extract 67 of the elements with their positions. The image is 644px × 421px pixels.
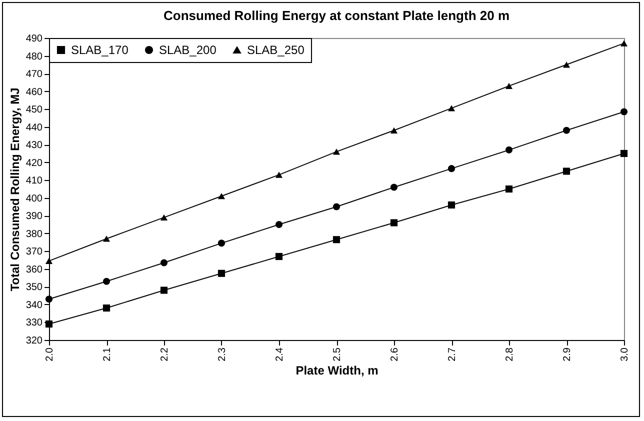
- y-tick-label: 400: [26, 193, 43, 204]
- point: [505, 185, 513, 193]
- point: [448, 201, 456, 209]
- point: [102, 278, 110, 285]
- y-tick-label: 440: [26, 122, 43, 134]
- y-tick-label: 390: [26, 211, 43, 222]
- x-tick-label: 2.4: [274, 347, 286, 362]
- point: [390, 127, 398, 134]
- point: [218, 270, 226, 277]
- point: [562, 62, 570, 68]
- point: [505, 82, 513, 90]
- point: [505, 146, 513, 154]
- point: [332, 203, 340, 210]
- x-tick-label: 2.7: [447, 347, 458, 362]
- point: [218, 240, 226, 247]
- x-tick-label: 2.9: [562, 347, 573, 362]
- point: [102, 236, 110, 242]
- point: [45, 258, 53, 264]
- point: [160, 286, 168, 294]
- x-tick-label: 2.2: [160, 347, 170, 362]
- y-tick-label: 490: [26, 34, 43, 44]
- y-tick-label: 370: [26, 246, 43, 258]
- point: [620, 108, 628, 116]
- y-tick-label: 450: [26, 104, 43, 116]
- x-tick-label: 2.1: [102, 347, 113, 362]
- x-tick-label: 2.0: [44, 347, 56, 362]
- y-tick-label: 360: [26, 264, 43, 276]
- y-tick-label: 380: [26, 228, 43, 240]
- x-axis-title: Plate Width, m: [296, 363, 378, 378]
- point: [160, 259, 168, 266]
- y-tick-label: 340: [26, 300, 43, 311]
- legend-label: SLAB_250: [247, 43, 305, 57]
- point: [275, 221, 283, 228]
- point: [390, 184, 398, 191]
- point: [275, 172, 283, 178]
- point: [332, 148, 340, 155]
- y-axis-title: Total Consumed Rolling Energy, MJ: [8, 88, 22, 292]
- y-tick-label: 460: [26, 86, 43, 98]
- x-tick-label: 2.6: [390, 347, 400, 362]
- point: [448, 105, 456, 112]
- point: [275, 252, 283, 260]
- y-tick-label: 410: [26, 176, 43, 187]
- x-tick-label: 3.0: [620, 347, 630, 362]
- y-tick-label: 420: [26, 158, 43, 169]
- point: [218, 193, 226, 200]
- y-tick-label: 430: [26, 140, 43, 152]
- y-tick-label: 470: [26, 69, 43, 80]
- x-tick-label: 2.8: [504, 347, 516, 362]
- point: [45, 296, 53, 303]
- y-tick-label: 330: [26, 318, 43, 329]
- point: [160, 214, 168, 220]
- point: [332, 236, 340, 244]
- y-tick-label: 320: [26, 336, 43, 346]
- legend-label: SLAB_200: [159, 43, 217, 57]
- point: [448, 165, 456, 172]
- x-tick-label: 2.3: [217, 347, 228, 362]
- point: [562, 126, 570, 134]
- legend-label: SLAB_170: [71, 43, 129, 57]
- point: [562, 168, 570, 175]
- chart-title: Consumed Rolling Energy at constant Plate length 20 m: [164, 8, 510, 23]
- y-tick-label: 350: [26, 282, 43, 294]
- point: [390, 219, 398, 226]
- point: [102, 304, 110, 312]
- point: [620, 150, 628, 158]
- y-tick-label: 480: [26, 51, 43, 62]
- point: [620, 40, 628, 46]
- x-tick-label: 2.5: [332, 347, 343, 362]
